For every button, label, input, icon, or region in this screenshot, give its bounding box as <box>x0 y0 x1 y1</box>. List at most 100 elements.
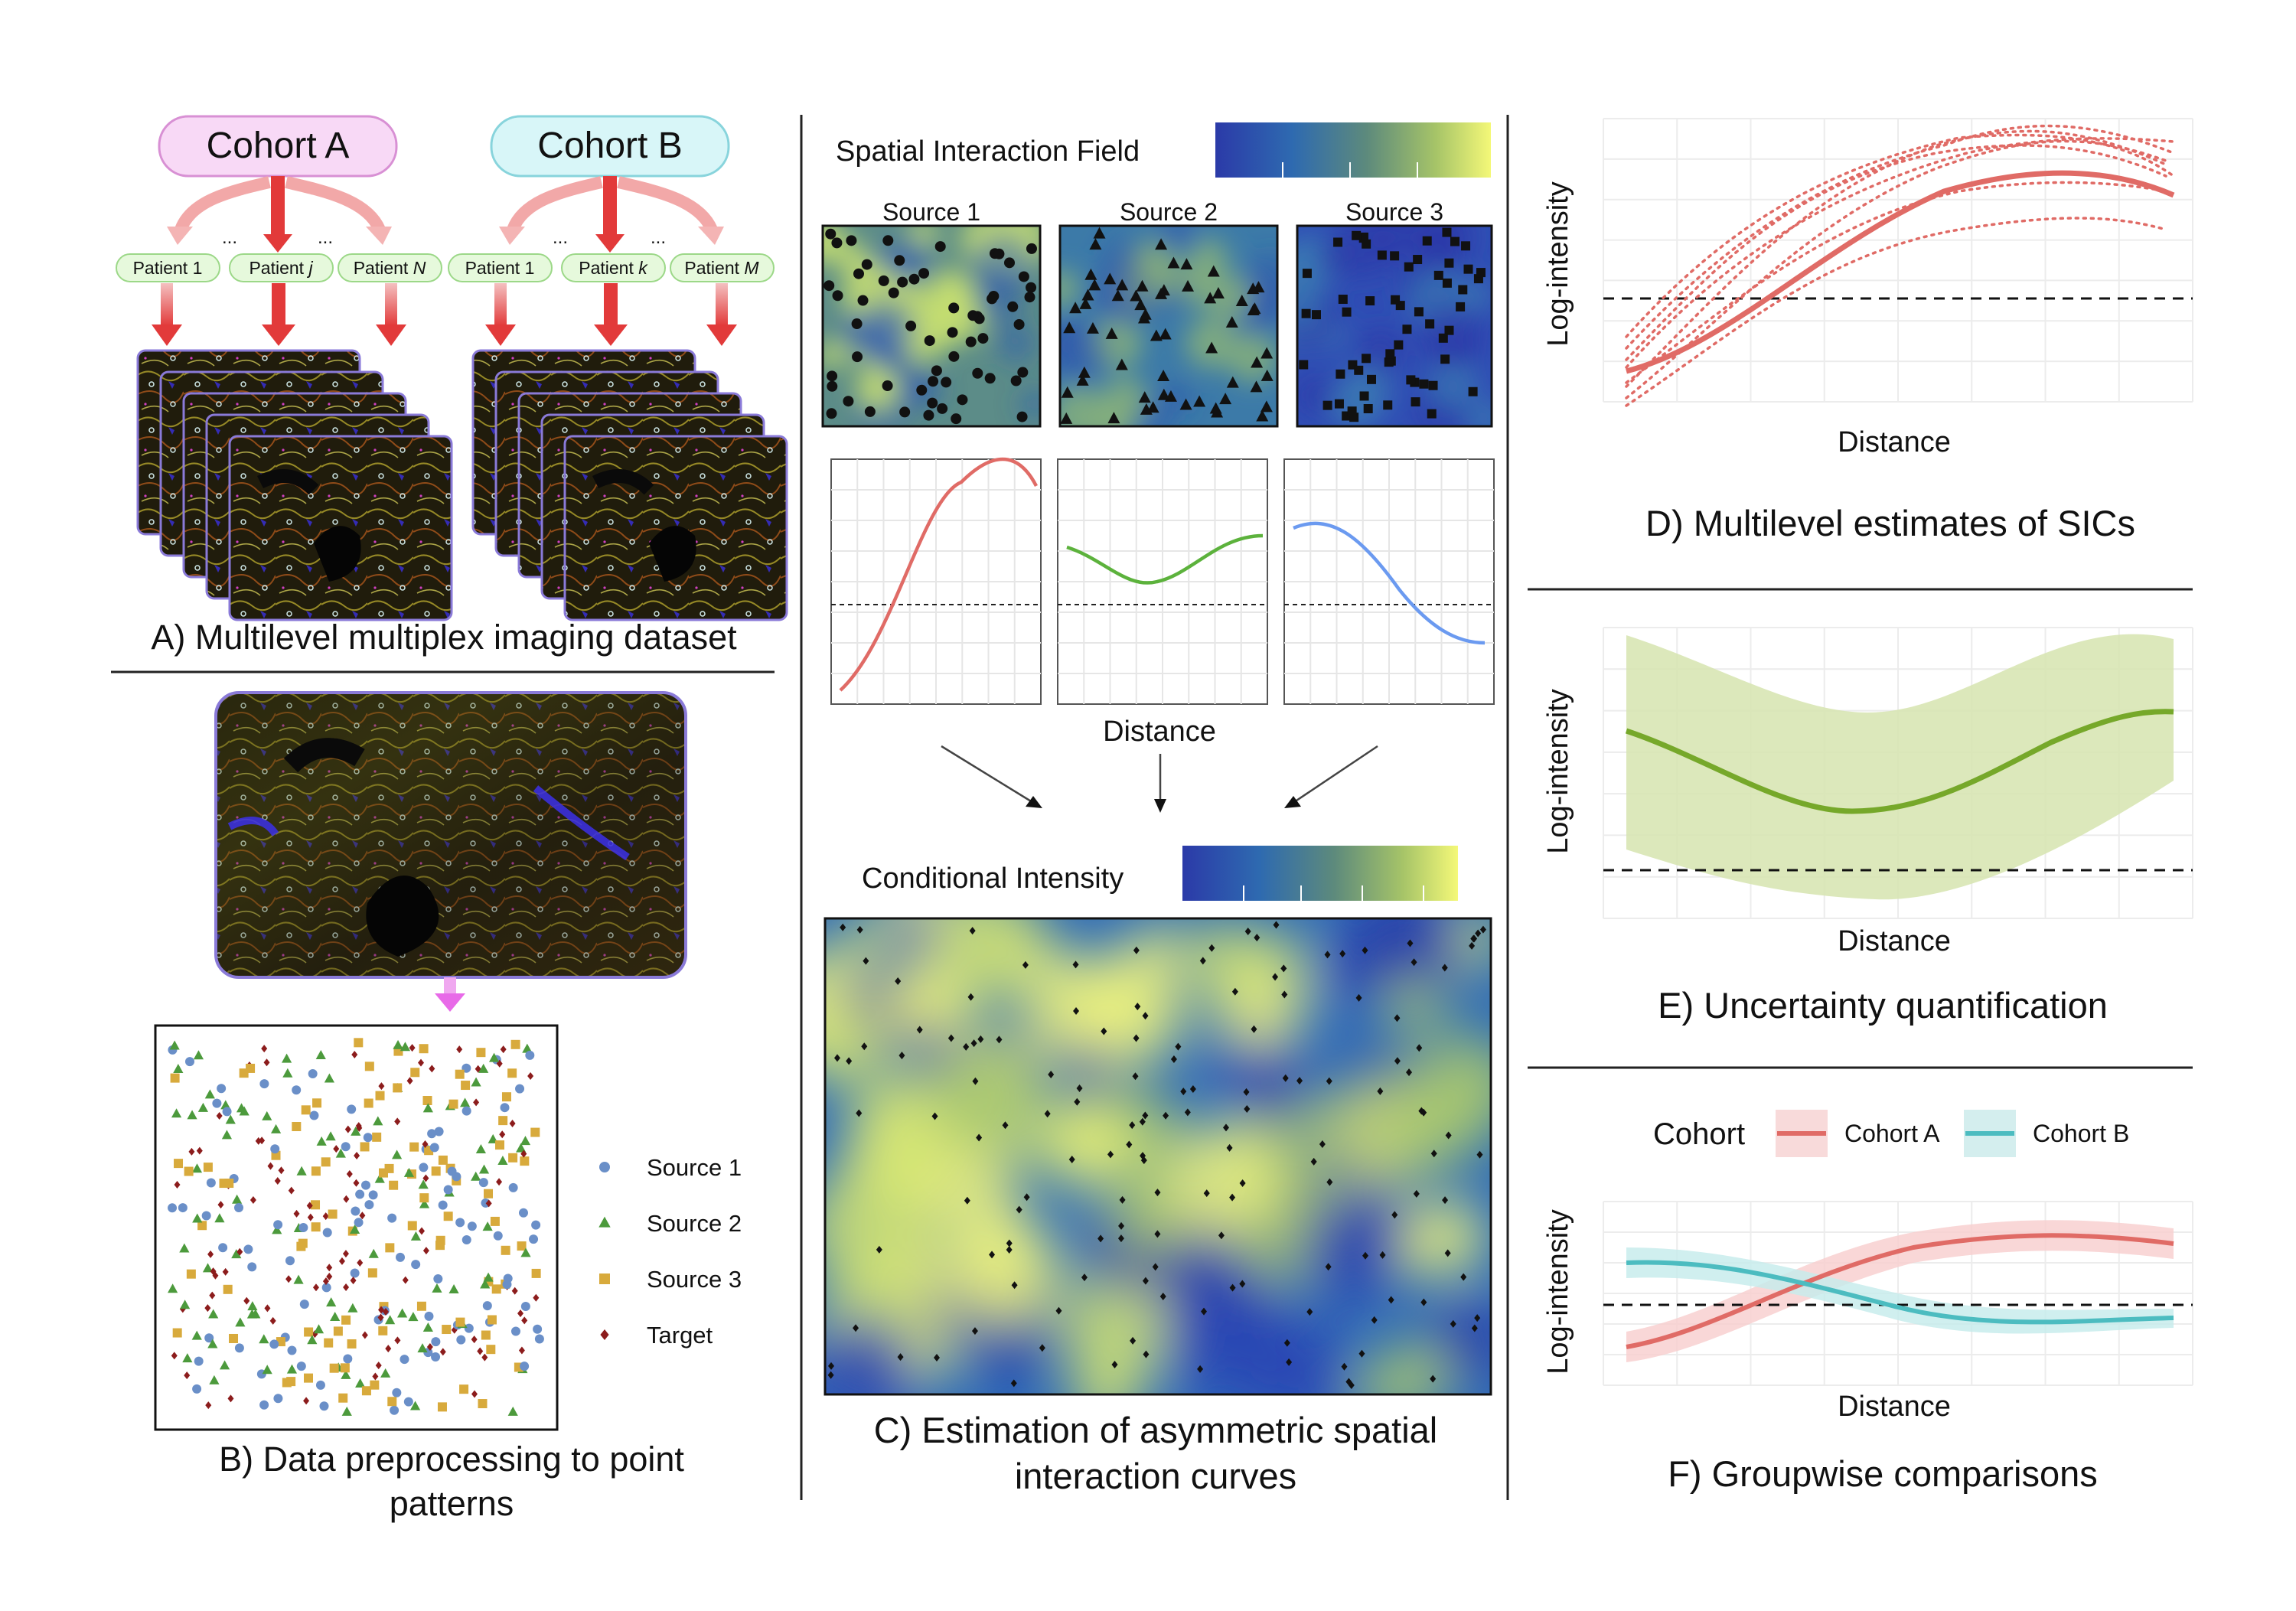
point-source1 <box>285 1256 295 1266</box>
point-source2 <box>385 1315 396 1325</box>
field-point <box>984 373 996 384</box>
caption-e: E) Uncertainty quantification <box>1658 985 2108 1026</box>
intensity-point <box>1142 1012 1149 1020</box>
intensity-point <box>1048 1071 1055 1079</box>
stack-arrows <box>152 283 737 346</box>
point-source3 <box>459 1384 469 1394</box>
intensity-point <box>1130 1336 1137 1345</box>
point-source1 <box>343 1354 353 1364</box>
point-target <box>357 1258 364 1267</box>
intensity-point <box>1199 957 1206 965</box>
point-source2 <box>239 1106 249 1116</box>
intensity-point <box>1016 1205 1022 1214</box>
source-curve <box>1066 533 1264 585</box>
point-source2 <box>296 1166 307 1176</box>
point-source1 <box>222 1107 232 1117</box>
field-point <box>1140 403 1153 415</box>
point-target <box>377 1313 384 1322</box>
f-legend-label-a: Cohort A <box>1844 1120 1940 1147</box>
e-ylabel: Log-intensity <box>1542 689 1574 853</box>
point-source2 <box>520 1136 531 1146</box>
point-source3 <box>324 1338 334 1348</box>
intensity-point <box>1394 1057 1401 1065</box>
point-source3 <box>443 1212 453 1221</box>
point-source2 <box>341 1369 351 1379</box>
source-curve-plot <box>1057 458 1268 705</box>
point-source1 <box>515 1084 525 1094</box>
point-source3 <box>461 1081 471 1091</box>
field-point <box>918 268 930 279</box>
field-point <box>1251 356 1264 368</box>
point-source2 <box>497 1155 508 1165</box>
intensity-point <box>1044 1110 1051 1118</box>
intensity-point <box>1377 1087 1384 1095</box>
intensity-point <box>1310 1157 1317 1166</box>
intensity-point <box>1133 1034 1140 1042</box>
point-source1 <box>525 1050 535 1060</box>
intensity-point <box>1244 1105 1251 1114</box>
intensity-point <box>1450 1319 1456 1328</box>
field-point <box>832 290 843 302</box>
patient-pill-prefix: Patient <box>579 258 638 278</box>
field-point <box>1063 321 1076 334</box>
field-point <box>1093 227 1106 239</box>
point-source3 <box>517 1241 527 1251</box>
intensity-point <box>1022 960 1029 969</box>
field-point <box>1205 341 1218 354</box>
point-target <box>496 1178 503 1186</box>
point-source2 <box>208 1309 219 1319</box>
point-source2 <box>393 1039 403 1049</box>
point-source1 <box>234 1202 244 1212</box>
point-source1 <box>292 1085 302 1095</box>
field-point <box>1411 397 1420 407</box>
point-source1 <box>350 1268 360 1278</box>
point-source1 <box>455 1218 465 1228</box>
point-source2 <box>480 1279 491 1289</box>
point-source1 <box>403 1397 413 1407</box>
point-target <box>500 1045 507 1054</box>
field-point <box>1299 360 1309 370</box>
intensity-point <box>1406 1068 1413 1077</box>
f-xlabel: Distance <box>1838 1391 1951 1423</box>
point-source3 <box>495 1140 505 1150</box>
point-source2 <box>520 1247 531 1257</box>
ellipsis-b2: ... <box>651 227 666 248</box>
point-source3 <box>422 1096 432 1106</box>
f-legend-cohort-a: Cohort A <box>1776 1110 1940 1157</box>
source-field-title: Source 1 <box>882 198 980 226</box>
field-point <box>1212 287 1225 299</box>
intensity-point <box>1251 1025 1257 1033</box>
point-source3 <box>379 1168 389 1178</box>
field-point <box>1139 308 1152 320</box>
point-source2 <box>400 1042 411 1052</box>
point-target <box>422 1140 429 1149</box>
point-source2 <box>374 1173 385 1183</box>
field-point <box>1116 279 1129 291</box>
caption-b-line1: B) Data preprocessing to point <box>219 1440 684 1479</box>
field-point <box>823 280 835 292</box>
source-curve-plot <box>1283 458 1495 705</box>
intensity-point <box>1326 1077 1332 1085</box>
field-point <box>1010 375 1022 386</box>
intensity-point <box>833 1054 840 1062</box>
point-source1 <box>351 1206 360 1216</box>
patient-pill-label: Patient k <box>579 258 648 278</box>
patient-pill-label: Patient M <box>684 258 759 278</box>
point-source1 <box>259 1400 269 1410</box>
field-point <box>1159 328 1172 340</box>
field-point <box>1219 393 1232 405</box>
intensity-point <box>1430 1150 1437 1158</box>
field-point <box>1366 374 1376 384</box>
point-target <box>351 1050 358 1058</box>
point-target <box>171 1352 178 1360</box>
point-target <box>210 1267 217 1276</box>
field-point <box>1352 230 1362 240</box>
point-source3 <box>520 1156 530 1166</box>
point-source1 <box>461 1106 471 1116</box>
point-source1 <box>212 1098 222 1108</box>
intensity-point <box>996 1035 1003 1044</box>
point-source2 <box>259 1334 269 1344</box>
intensity-point <box>972 1077 979 1085</box>
point-target <box>267 1162 274 1170</box>
